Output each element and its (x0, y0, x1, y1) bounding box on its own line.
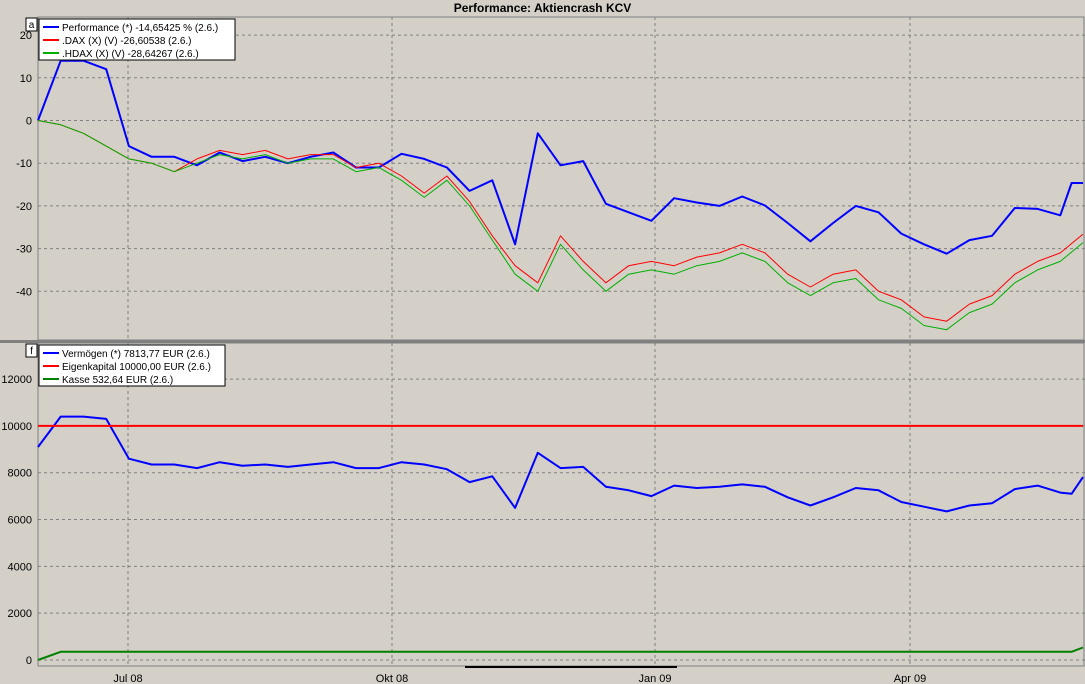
legend-entry: Performance (*) -14,65425 % (2.6.) (62, 23, 218, 34)
series-line (37, 415, 1084, 513)
x-tick-label: Jul 08 (113, 673, 142, 684)
series-line (37, 646, 1084, 661)
panel-label: f (30, 346, 33, 357)
y-tick-label: 6000 (8, 515, 32, 527)
y-tick-label: -20 (16, 201, 32, 213)
series-line (37, 120, 1084, 322)
y-tick-label: 4000 (8, 561, 32, 573)
legend-entry: .HDAX (X) (V) -28,64267 (2.6.) (62, 49, 199, 60)
y-tick-label: 10000 (1, 421, 32, 433)
y-tick-label: -30 (16, 244, 32, 256)
panel-label-box (25, 17, 38, 32)
y-tick-label: -40 (16, 286, 32, 298)
panel-label-box (25, 343, 38, 358)
y-tick-label: 20 (20, 30, 32, 42)
legend-entry: Vermögen (*) 7813,77 EUR (2.6.) (62, 349, 210, 360)
chart-title: Performance: Aktiencrash KCV (453, 1, 632, 15)
y-tick-label: 0 (26, 655, 32, 667)
y-tick-label: 10 (20, 73, 32, 85)
series-line (37, 120, 1084, 331)
y-tick-label: -10 (16, 158, 32, 170)
y-tick-label: 2000 (8, 608, 32, 620)
legend-entry: Eigenkapital 10000,00 EUR (2.6.) (62, 362, 211, 373)
panel-separator (0, 340, 1085, 343)
x-tick-label: Jan 09 (638, 673, 671, 684)
scroll-indicator (465, 666, 677, 668)
x-tick-label: Okt 08 (376, 673, 408, 684)
x-tick-label: Apr 09 (894, 673, 926, 684)
legend-entry: Kasse 532,64 EUR (2.6.) (62, 375, 173, 386)
legend-box (38, 18, 236, 61)
y-tick-label: 0 (26, 115, 32, 127)
legend-entry: .DAX (X) (V) -26,60538 (2.6.) (62, 36, 192, 47)
y-tick-label: 12000 (1, 374, 32, 386)
legend-box (38, 344, 226, 387)
series-line (37, 59, 1083, 255)
panel-frame (37, 342, 1085, 667)
y-tick-label: 8000 (8, 468, 32, 480)
panel-label: a (29, 20, 35, 31)
